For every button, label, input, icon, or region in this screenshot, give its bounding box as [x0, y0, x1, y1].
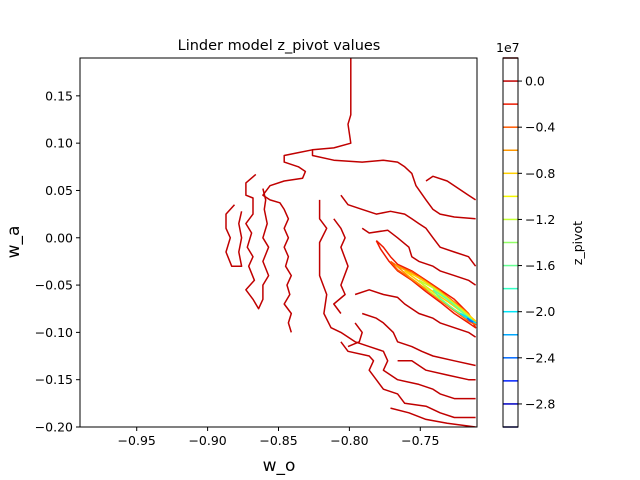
y-tick-label: −0.05 [35, 278, 73, 293]
y-tick-label: 0.10 [45, 136, 73, 151]
colorbar-tick-label: −0.4 [525, 120, 555, 135]
colorbar-label: z_pivot [570, 221, 585, 265]
y-tick-label: 0.15 [45, 88, 73, 103]
y-tick-label: −0.10 [35, 325, 73, 340]
plot-area: −0.95 −0.90 −0.85 −0.80 −0.75 0.150.100.050.… [35, 57, 478, 448]
contour-layer [225, 58, 477, 427]
x-tick-label: −0.90 [188, 433, 226, 448]
x-axis-label: w_o [263, 456, 296, 476]
contour-line-level-1-0 [375, 240, 477, 329]
y-axis: 0.15 0.10 0.05 0.00 −0.05 −0.10 −0.15 −0.20 [35, 88, 80, 435]
contour-line-level-8-0 [466, 317, 474, 323]
contour-line-level-4-0 [404, 270, 477, 322]
contour-line-level-0-10 [340, 341, 476, 419]
contour-line-level-0-3 [225, 204, 243, 267]
y-tick-label: 0.05 [45, 183, 73, 198]
y-tick-label: 0.00 [45, 230, 73, 245]
x-tick-label: −0.85 [259, 433, 297, 448]
contour-line-level-0-14 [347, 322, 363, 348]
contour-line-level-0-2 [245, 173, 270, 310]
x-tick-label: −0.75 [401, 433, 439, 448]
colorbar-frame [502, 57, 519, 428]
contour-line-level-0-8 [354, 289, 477, 338]
colorbar-tick-label: −2.0 [525, 304, 555, 319]
contour-line-level-0-4 [318, 199, 476, 400]
colorbar-offset-text: 1e7 [496, 40, 520, 55]
y-axis-label: w_a [4, 226, 24, 259]
contour-line-level-5-0 [418, 279, 473, 320]
colorbar-tick-label: −2.4 [525, 350, 555, 365]
contour-line-level-0-0 [311, 58, 476, 220]
plot-background [80, 58, 477, 427]
x-tick-label: −0.95 [118, 433, 156, 448]
colorbar-tick-label: −2.8 [525, 396, 555, 411]
contour-line-level-0-13 [397, 360, 476, 381]
colorbar-tick-label: −1.2 [525, 212, 555, 227]
contour-line-level-0-7 [361, 227, 477, 286]
contour-line-level-0-11 [390, 407, 476, 427]
x-tick-label: −0.80 [330, 433, 368, 448]
colorbar-tick-label: −0.8 [525, 166, 555, 181]
y-tick-label: −0.15 [35, 372, 73, 387]
contour-line-level-0-5 [340, 194, 477, 267]
contour-line-level-0-9 [361, 312, 476, 367]
x-axis: −0.95 −0.90 −0.85 −0.80 −0.75 [118, 427, 439, 448]
contour-line-level-0-12 [425, 175, 477, 201]
y-tick-label: −0.20 [35, 420, 73, 435]
contour-line-level-0-1 [262, 149, 313, 333]
chart-title: Linder model z_pivot values [178, 38, 381, 54]
colorbar-ticks: 0.0 −0.4 −0.8 −1.2 −1.6 −2.0 −2.4 −2.8 [518, 74, 555, 411]
colorbar: 0.0 −0.4 −0.8 −1.2 −1.6 −2.0 −2.4 −2.8 1e7 z_pi… [496, 40, 585, 428]
colorbar-levels [503, 57, 518, 428]
contour-line-level-0-6 [333, 218, 349, 314]
colorbar-tick-label: 0.0 [525, 74, 545, 89]
contour-line-level-7-0 [459, 312, 477, 324]
colorbar-tick-label: −1.6 [525, 258, 555, 273]
